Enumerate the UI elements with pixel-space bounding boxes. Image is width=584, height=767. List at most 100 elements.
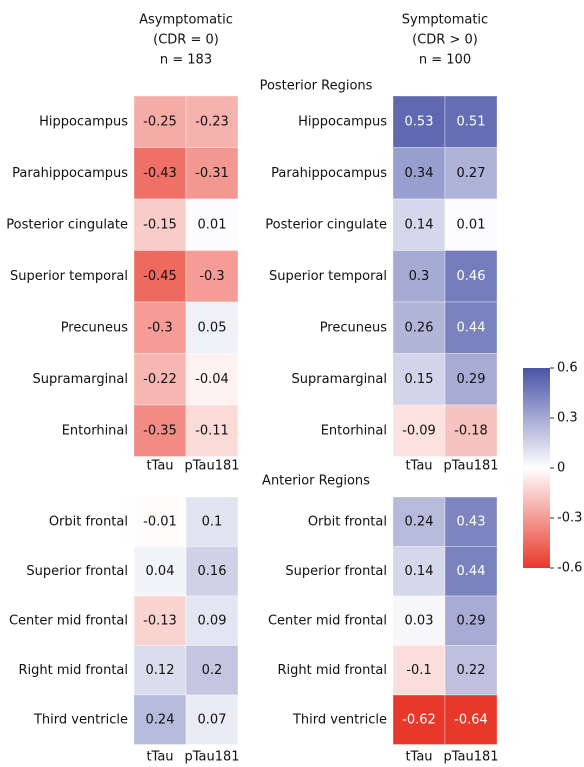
row-label: Entorhinal [321, 423, 387, 438]
heatmap-cell [444, 301, 498, 354]
heatmap-cell [133, 694, 187, 745]
heatmap-cell [185, 694, 239, 745]
row-label: Orbit frontal [49, 514, 128, 529]
cell-value: -0.25 [143, 114, 177, 129]
heatmap-cell [185, 404, 239, 457]
heatmap-cell [444, 198, 498, 251]
cell-value: -0.11 [195, 423, 229, 438]
row-label: Supramarginal [33, 372, 128, 387]
cell-value: 0.03 [405, 613, 434, 628]
heatmap-cell [185, 301, 239, 354]
colorbar-tick-label: 0 [557, 461, 565, 476]
row-label: Hippocampus [298, 114, 387, 129]
cell-value: -0.09 [402, 423, 436, 438]
row-label: Parahippocampus [12, 166, 128, 181]
cell-value: 0.01 [198, 217, 227, 232]
cell-value: -0.31 [195, 166, 229, 181]
cell-value: -0.1 [406, 663, 431, 678]
cell-value: 0.51 [457, 114, 486, 129]
heatmap-cell [444, 95, 498, 148]
heatmap-cell [185, 147, 239, 200]
row-label: Hippocampus [39, 114, 128, 129]
row-label: Third ventricle [292, 712, 387, 727]
heatmap-cell [185, 250, 239, 303]
heatmap-cell [185, 645, 239, 696]
section-title: Anterior Regions [262, 474, 370, 489]
cell-value: -0.23 [195, 114, 229, 129]
column-label: pTau181 [184, 750, 239, 765]
cell-value: 0.05 [198, 320, 227, 335]
cell-value: 0.09 [198, 613, 227, 628]
cell-value: 0.44 [457, 320, 486, 335]
cell-value: 0.46 [457, 269, 486, 284]
cell-value: -0.01 [143, 514, 177, 529]
cell-value: 0.1 [202, 514, 223, 529]
colorbar-tick-label: -0.3 [557, 511, 582, 526]
column-label: tTau [405, 459, 432, 474]
cell-value: -0.3 [147, 320, 172, 335]
heatmap-cell [185, 353, 239, 406]
heatmap-cell [444, 546, 498, 597]
heatmap-cell [444, 496, 498, 547]
heatmap-cell [392, 645, 446, 696]
row-label: Precuneus [320, 320, 388, 335]
cell-value: -0.62 [402, 712, 436, 727]
row-label: Precuneus [61, 320, 129, 335]
colorbar-tick-label: 0.3 [557, 411, 578, 426]
heatmap-cell [444, 595, 498, 646]
heatmap-cell [392, 301, 446, 354]
cell-value: -0.43 [143, 166, 177, 181]
column-label: tTau [146, 750, 173, 765]
cell-value: -0.15 [143, 217, 177, 232]
heatmap-cell [185, 198, 239, 251]
heatmap-cell [133, 147, 187, 200]
heatmap-cell [392, 694, 446, 745]
heatmap-cell [392, 147, 446, 200]
group-title: n = 100 [419, 53, 471, 68]
cell-value: 0.53 [405, 114, 434, 129]
heatmap-cell [392, 250, 446, 303]
cell-value: 0.29 [457, 613, 486, 628]
heatmap-cell [444, 353, 498, 406]
cell-value: -0.22 [143, 372, 177, 387]
row-label: Posterior cingulate [6, 217, 128, 232]
heatmap-cell [392, 595, 446, 646]
cell-value: 0.24 [405, 514, 434, 529]
cell-value: 0.01 [457, 217, 486, 232]
column-label: pTau181 [443, 459, 498, 474]
row-label: Superior frontal [285, 564, 387, 579]
cell-value: 0.15 [405, 372, 434, 387]
heatmap-cell [392, 198, 446, 251]
colorbar-tick-label: 0.6 [557, 361, 578, 376]
heatmap-cell [133, 404, 187, 457]
cell-value: 0.27 [457, 166, 486, 181]
cell-value: 0.14 [405, 564, 434, 579]
colorbar-tick-label: -0.6 [557, 561, 582, 576]
cell-value: -0.64 [454, 712, 488, 727]
cell-value: 0.29 [457, 372, 486, 387]
row-label: Parahippocampus [271, 166, 387, 181]
heatmap-cell [392, 404, 446, 457]
cell-value: 0.2 [202, 663, 223, 678]
heatmap-cell [444, 147, 498, 200]
cell-value: 0.24 [146, 712, 175, 727]
cell-value: 0.16 [198, 564, 227, 579]
heatmap-cell [392, 496, 446, 547]
cell-value: 0.44 [457, 564, 486, 579]
column-label: tTau [405, 750, 432, 765]
heatmap-cell [133, 496, 187, 547]
heatmap-cell [133, 95, 187, 148]
row-label: Center mid frontal [9, 613, 128, 628]
group-title: (CDR > 0) [412, 33, 478, 48]
row-label: Entorhinal [62, 423, 128, 438]
row-label: Orbit frontal [308, 514, 387, 529]
cell-value: 0.22 [457, 663, 486, 678]
cell-value: 0.04 [146, 564, 175, 579]
column-label: pTau181 [184, 459, 239, 474]
heatmap-cell [444, 404, 498, 457]
heatmap-cell [392, 353, 446, 406]
cell-value: 0.07 [198, 712, 227, 727]
row-label: Posterior cingulate [265, 217, 387, 232]
cell-value: 0.26 [405, 320, 434, 335]
cell-value: -0.04 [195, 372, 229, 387]
